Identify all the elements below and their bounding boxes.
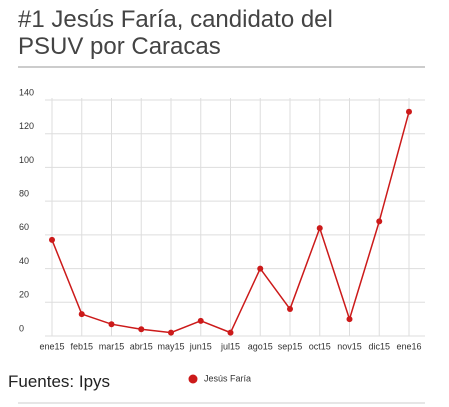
- source: Fuentes: Ipys: [8, 372, 111, 391]
- chart-title: #1 Jesús Faría, candidato del PSUV por C…: [18, 6, 333, 60]
- point: [78, 311, 85, 318]
- x-tick-label: jul15: [220, 341, 240, 351]
- point: [108, 321, 115, 328]
- point: [227, 329, 234, 336]
- x-tick-label: ene16: [396, 341, 421, 351]
- legend-marker: [188, 374, 198, 384]
- point: [287, 306, 293, 313]
- x-tick-label: oct15: [309, 341, 331, 351]
- legend-label: Jesús Faría: [204, 373, 251, 383]
- point: [168, 329, 174, 336]
- x-tick-label: sep15: [278, 341, 303, 351]
- y-tick-label: 0: [19, 323, 24, 333]
- x-tick-label: jun15: [189, 341, 212, 351]
- x-tick-label: nov15: [337, 341, 362, 351]
- y-tick-label: 100: [19, 155, 34, 165]
- x-tick-label: may15: [157, 341, 184, 351]
- point: [257, 265, 264, 272]
- y-tick-label: 20: [19, 290, 29, 300]
- x-tick-label: feb15: [70, 341, 93, 351]
- point: [49, 236, 55, 243]
- point: [346, 316, 353, 323]
- x-tick-label: ene15: [39, 341, 64, 351]
- x-tick-label: abr15: [130, 341, 153, 351]
- x-tick-label: mar15: [99, 341, 125, 351]
- point: [376, 218, 383, 225]
- y-tick-label: 140: [19, 87, 34, 97]
- x-tick-label: ago15: [248, 341, 273, 351]
- y-tick-label: 80: [19, 189, 29, 199]
- point: [316, 225, 323, 232]
- point: [197, 317, 204, 324]
- point: [138, 326, 145, 333]
- point: [406, 108, 412, 115]
- x-tick-label: dic15: [368, 341, 390, 351]
- y-tick-label: 40: [19, 256, 29, 266]
- y-tick-label: 60: [19, 222, 29, 232]
- y-tick-label: 120: [19, 121, 34, 131]
